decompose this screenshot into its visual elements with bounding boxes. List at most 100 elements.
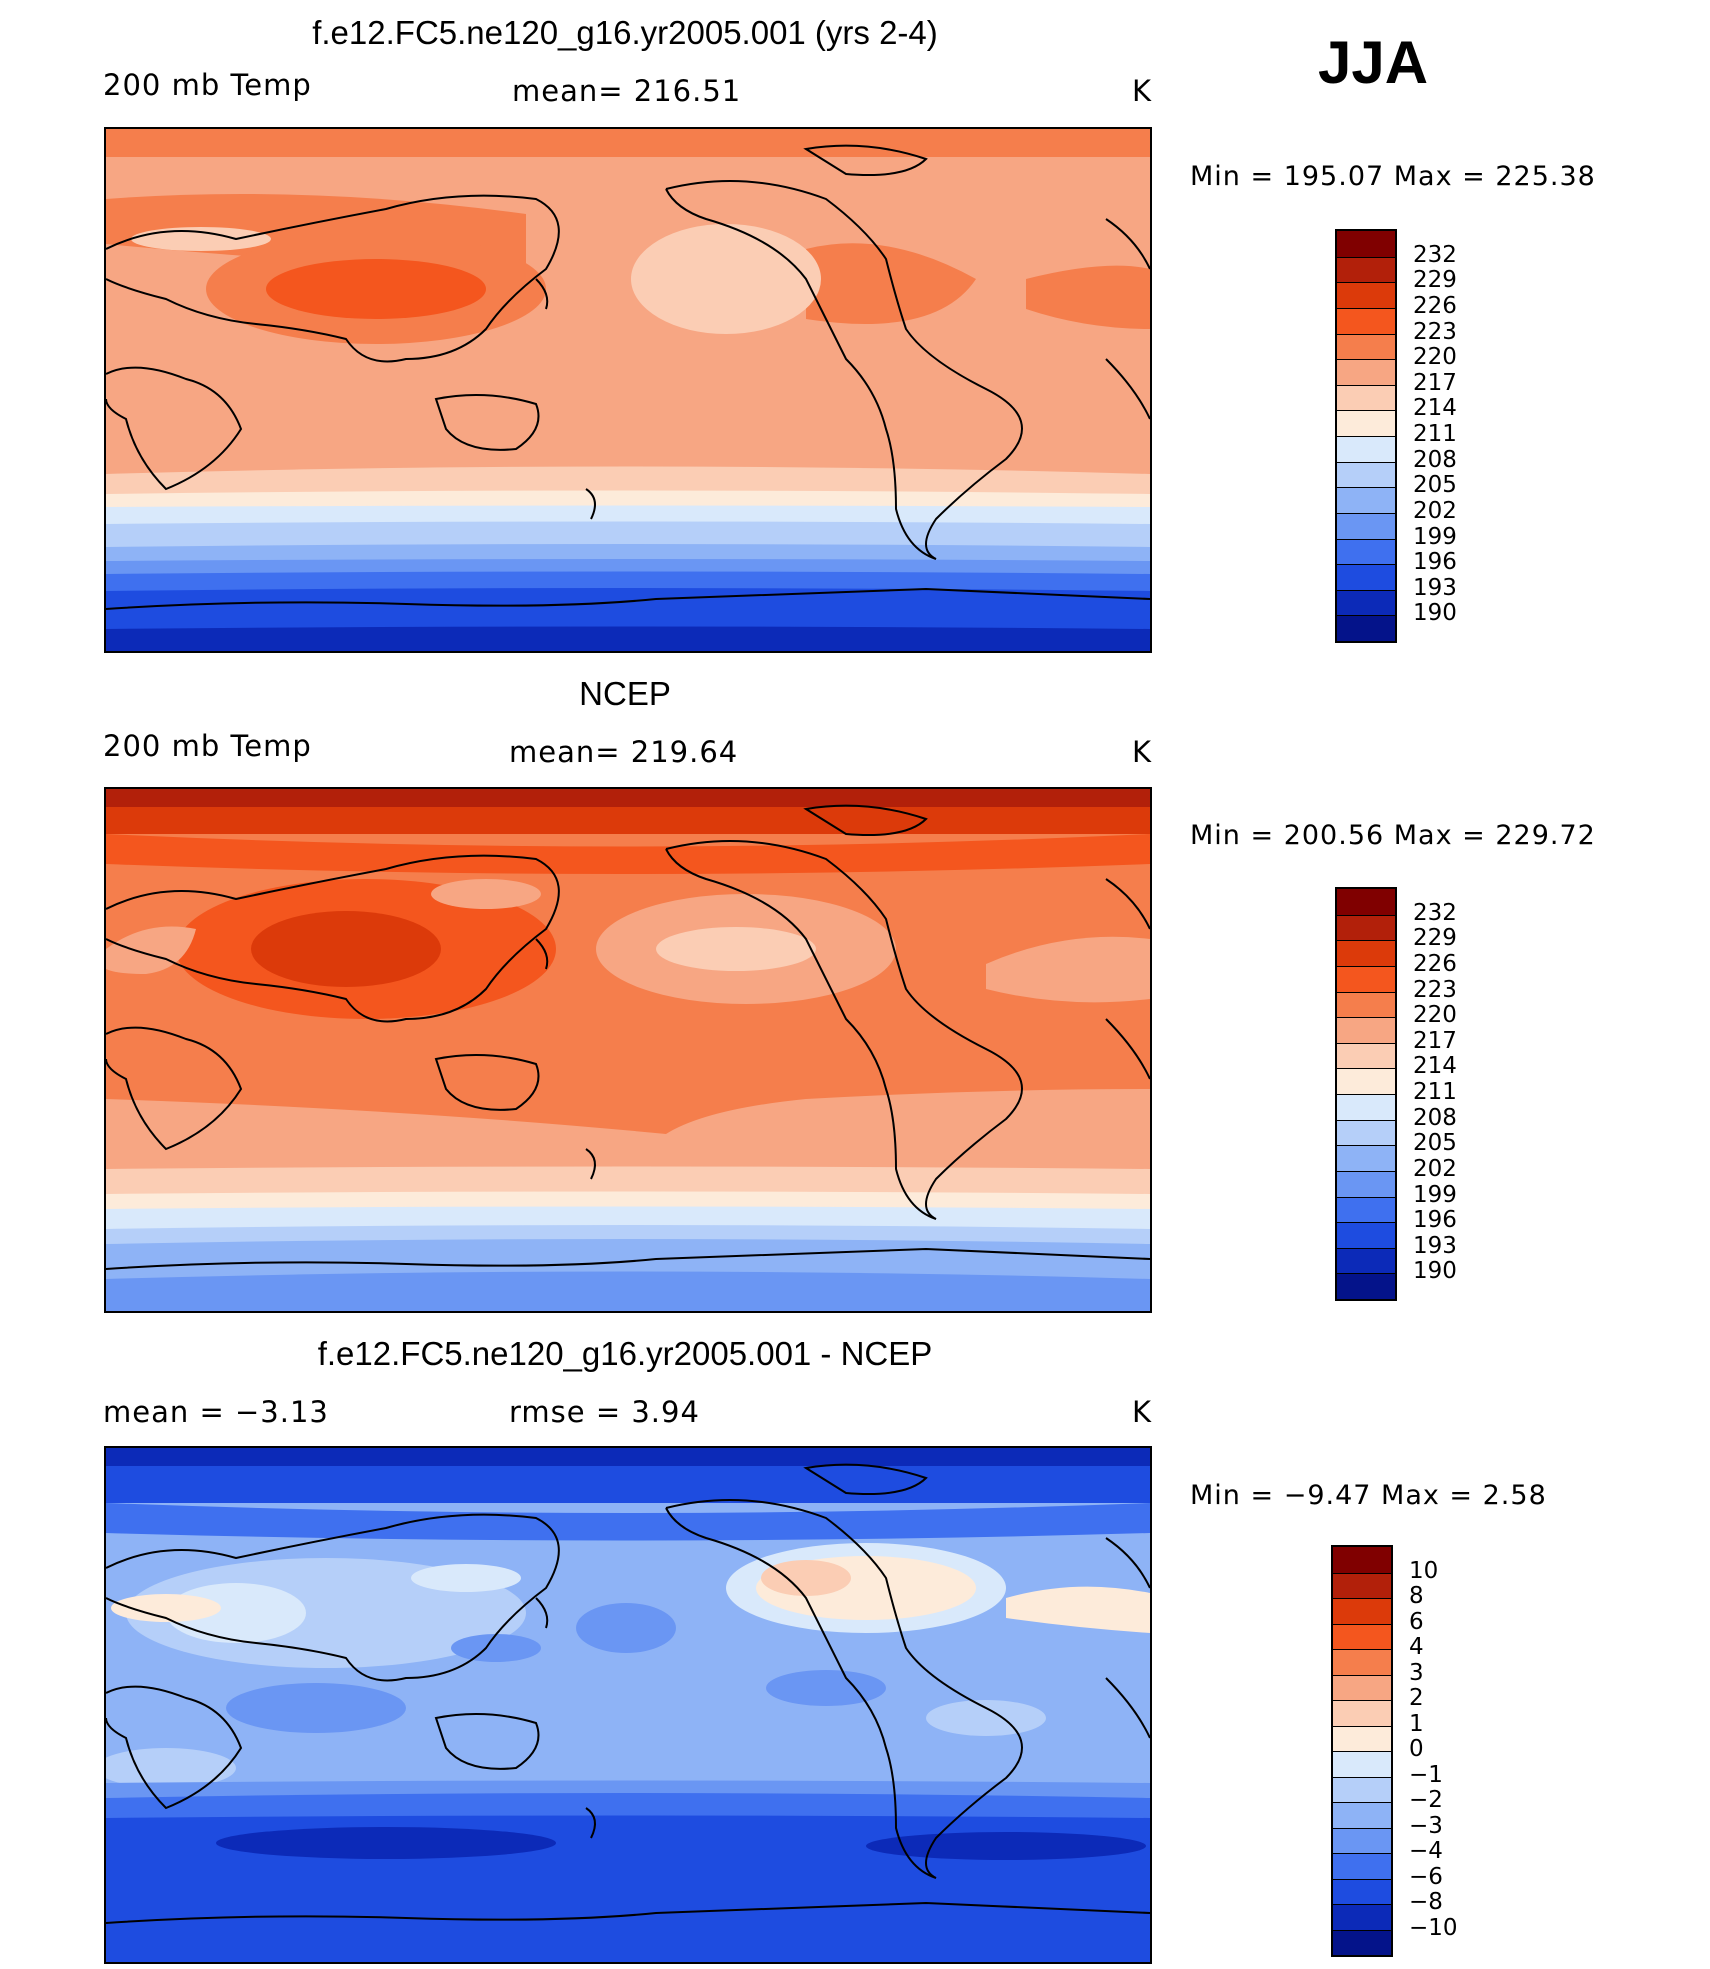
colorbar-segment	[1337, 436, 1395, 462]
colorbar-segment	[1337, 564, 1395, 590]
colorbar-tick-label: 193	[1413, 1232, 1457, 1259]
colorbar-tick-label: 205	[1413, 472, 1457, 499]
colorbar-model	[1335, 229, 1397, 643]
colorbar-tick-label: 196	[1413, 1207, 1457, 1234]
panel-mean-label-diff: mean = −3.13	[103, 1395, 329, 1429]
panel-variable-label-model: 200 mb Temp	[103, 68, 312, 102]
colorbar-tick-label: −3	[1409, 1812, 1443, 1839]
colorbar-segment	[1337, 1247, 1395, 1274]
colorbar-segment	[1333, 1751, 1391, 1777]
season-label: JJA	[1318, 29, 1429, 96]
colorbar-tick-label: 223	[1413, 318, 1457, 345]
colorbar-segment	[1333, 1623, 1391, 1649]
panel-minmax-obs: Min = 200.56 Max = 229.72	[1190, 820, 1596, 851]
colorbar-segment	[1337, 256, 1395, 283]
colorbar-tick-label: −8	[1409, 1889, 1443, 1915]
colorbar-tick-label: −2	[1409, 1787, 1443, 1813]
colorbar-segment	[1333, 1598, 1391, 1624]
colorbar-tick-label: 229	[1413, 267, 1457, 294]
map-panel-diff	[104, 1446, 1152, 1964]
colorbar-segment	[1333, 1878, 1391, 1904]
panel-units-model: K	[1132, 74, 1153, 108]
colorbar-segment	[1337, 615, 1395, 641]
panel-mean-label-model: mean= 216.51	[512, 74, 742, 108]
colorbar-segment	[1333, 1776, 1391, 1802]
colorbar-tick-label: 232	[1413, 241, 1457, 268]
colorbar-tick-label: 1	[1409, 1710, 1424, 1737]
colorbar-segment	[1337, 231, 1395, 257]
colorbar-segment	[1337, 1119, 1395, 1146]
map-panel-model	[104, 127, 1152, 653]
colorbar-segment	[1333, 1827, 1391, 1853]
colorbar-tick-label: 223	[1413, 976, 1457, 1003]
map-panel-obs	[104, 787, 1152, 1313]
colorbar-tick-label: 202	[1413, 497, 1457, 524]
temperature-field-model	[106, 129, 1150, 651]
colorbar-tick-label: 220	[1413, 1002, 1457, 1029]
colorbar-tick-label: 211	[1413, 421, 1457, 447]
colorbar-segment	[1337, 940, 1395, 966]
colorbar-obs	[1335, 887, 1397, 1301]
colorbar-segment	[1333, 1725, 1391, 1751]
colorbar-tick-label: 3	[1409, 1659, 1424, 1686]
colorbar-tick-label: 208	[1413, 446, 1457, 473]
panel-title-model: f.e12.FC5.ne120_g16.yr2005.001 (yrs 2-4)	[312, 14, 938, 51]
colorbar-segment	[1337, 889, 1395, 915]
colorbar-diff	[1331, 1545, 1393, 1957]
colorbar-tick-label: 217	[1413, 1027, 1457, 1054]
colorbar-tick-label: 10	[1409, 1557, 1439, 1584]
colorbar-segment	[1333, 1547, 1391, 1573]
panel-units-diff: K	[1132, 1395, 1153, 1429]
colorbar-segment	[1337, 1196, 1395, 1223]
colorbar-segment	[1337, 384, 1395, 411]
colorbar-segment	[1337, 359, 1395, 385]
colorbar-tick-label: 6	[1409, 1608, 1424, 1635]
colorbar-tick-label: −1	[1409, 1761, 1443, 1788]
colorbar-tick-label: 214	[1413, 1053, 1457, 1080]
colorbar-tick-label: −10	[1409, 1914, 1458, 1941]
colorbar-segment	[1337, 589, 1395, 616]
colorbar-tick-label: 2	[1409, 1685, 1424, 1711]
colorbar-tick-label: 226	[1413, 292, 1457, 319]
colorbar-tick-label: 208	[1413, 1104, 1457, 1131]
colorbar-segment	[1333, 1649, 1391, 1675]
colorbar-segment	[1337, 1068, 1395, 1094]
colorbar-segment	[1333, 1904, 1391, 1930]
colorbar-segment	[1337, 1017, 1395, 1043]
colorbar-tick-label: 193	[1413, 574, 1457, 601]
panel-minmax-model: Min = 195.07 Max = 225.38	[1190, 161, 1596, 192]
colorbar-segment	[1337, 965, 1395, 992]
colorbar-segment	[1337, 914, 1395, 941]
colorbar-tick-label: 220	[1413, 344, 1457, 371]
colorbar-segment	[1337, 307, 1395, 334]
colorbar-tick-label: 229	[1413, 925, 1457, 952]
colorbar-segment	[1337, 1042, 1395, 1069]
colorbar-tick-label: 232	[1413, 899, 1457, 926]
colorbar-tick-label: 199	[1413, 1181, 1457, 1208]
colorbar-segment	[1337, 1222, 1395, 1248]
colorbar-segment	[1337, 512, 1395, 539]
colorbar-segment	[1337, 1170, 1395, 1197]
colorbar-segment	[1333, 1853, 1391, 1879]
panel-rmse-label-diff: rmse = 3.94	[509, 1395, 700, 1429]
colorbar-tick-label: 199	[1413, 523, 1457, 550]
colorbar-tick-label: 190	[1413, 1258, 1457, 1285]
colorbar-tick-label: 205	[1413, 1130, 1457, 1157]
colorbar-tick-label: 226	[1413, 950, 1457, 977]
colorbar-tick-label: 214	[1413, 395, 1457, 422]
colorbar-segment	[1333, 1674, 1391, 1700]
panel-minmax-diff: Min = −9.47 Max = 2.58	[1190, 1480, 1547, 1511]
colorbar-tick-label: 190	[1413, 600, 1457, 627]
panel-title-diff: f.e12.FC5.ne120_g16.yr2005.001 - NCEP	[317, 1335, 933, 1372]
panel-title-obs: NCEP	[579, 675, 671, 712]
colorbar-segment	[1337, 1273, 1395, 1299]
temperature-field-obs	[106, 789, 1150, 1311]
colorbar-tick-label: 202	[1413, 1155, 1457, 1182]
colorbar-segment	[1333, 1572, 1391, 1598]
panel-units-obs: K	[1132, 735, 1153, 769]
colorbar-segment	[1337, 282, 1395, 308]
colorbar-segment	[1333, 1802, 1391, 1828]
temperature-difference-field	[106, 1448, 1150, 1962]
colorbar-segment	[1337, 333, 1395, 360]
colorbar-segment	[1337, 1145, 1395, 1171]
